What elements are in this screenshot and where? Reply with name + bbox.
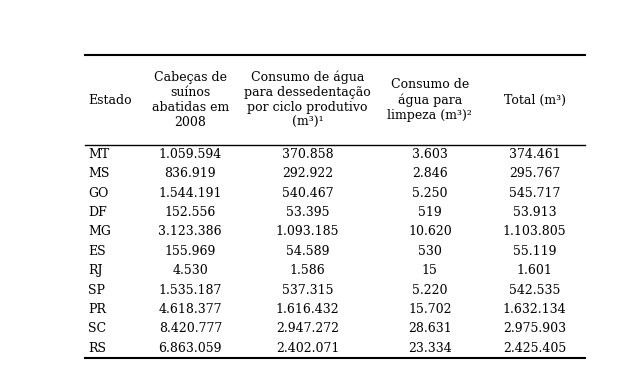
Text: 295.767: 295.767 — [509, 167, 560, 180]
Text: Estado: Estado — [88, 94, 131, 106]
Text: 53.395: 53.395 — [286, 206, 329, 219]
Text: 292.922: 292.922 — [282, 167, 333, 180]
Text: 15: 15 — [422, 264, 438, 277]
Text: 2.846: 2.846 — [412, 167, 448, 180]
Text: GO: GO — [88, 187, 108, 200]
Text: DF: DF — [88, 206, 107, 219]
Text: 537.315: 537.315 — [282, 284, 334, 296]
Text: 53.913: 53.913 — [513, 206, 556, 219]
Text: ES: ES — [88, 245, 106, 258]
Text: 2.425.405: 2.425.405 — [503, 342, 566, 354]
Text: PR: PR — [88, 303, 106, 316]
Text: Consumo de
água para
limpeza (m³)²: Consumo de água para limpeza (m³)² — [388, 78, 472, 122]
Text: MS: MS — [88, 167, 109, 180]
Text: 1.632.134: 1.632.134 — [503, 303, 567, 316]
Text: RS: RS — [88, 342, 106, 354]
Text: 2.975.903: 2.975.903 — [503, 322, 566, 335]
Text: 5.250: 5.250 — [412, 187, 448, 200]
Text: 519: 519 — [418, 206, 442, 219]
Text: 6.863.059: 6.863.059 — [158, 342, 222, 354]
Text: 2.947.272: 2.947.272 — [276, 322, 339, 335]
Text: Consumo de água
para dessedentação
por ciclo produtivo
(m³)¹: Consumo de água para dessedentação por c… — [244, 71, 371, 129]
Text: 5.220: 5.220 — [412, 284, 448, 296]
Text: 1.093.185: 1.093.185 — [276, 226, 339, 238]
Text: 3.123.386: 3.123.386 — [158, 226, 222, 238]
Text: 1.601: 1.601 — [516, 264, 553, 277]
Text: 1.544.191: 1.544.191 — [158, 187, 222, 200]
Text: 55.119: 55.119 — [513, 245, 556, 258]
Text: 530: 530 — [418, 245, 442, 258]
Text: 23.334: 23.334 — [408, 342, 451, 354]
Text: 8.420.777: 8.420.777 — [158, 322, 222, 335]
Text: 3.603: 3.603 — [412, 148, 448, 161]
Text: 4.618.377: 4.618.377 — [158, 303, 222, 316]
Text: MT: MT — [88, 148, 109, 161]
Text: Cabeças de
suínos
abatidas em
2008: Cabeças de suínos abatidas em 2008 — [152, 71, 229, 129]
Text: 1.586: 1.586 — [290, 264, 325, 277]
Text: 15.702: 15.702 — [408, 303, 451, 316]
Text: 370.858: 370.858 — [282, 148, 334, 161]
Text: 545.717: 545.717 — [509, 187, 560, 200]
Text: 1.616.432: 1.616.432 — [276, 303, 339, 316]
Text: 10.620: 10.620 — [408, 226, 451, 238]
Text: 374.461: 374.461 — [509, 148, 560, 161]
Text: 542.535: 542.535 — [509, 284, 560, 296]
Text: SC: SC — [88, 322, 106, 335]
Text: 1.059.594: 1.059.594 — [158, 148, 222, 161]
Text: 152.556: 152.556 — [165, 206, 216, 219]
Text: 4.530: 4.530 — [173, 264, 208, 277]
Text: 2.402.071: 2.402.071 — [276, 342, 339, 354]
Text: 540.467: 540.467 — [282, 187, 334, 200]
Text: 1.103.805: 1.103.805 — [503, 226, 567, 238]
Text: 836.919: 836.919 — [164, 167, 216, 180]
Text: SP: SP — [88, 284, 105, 296]
Text: 54.589: 54.589 — [286, 245, 329, 258]
Text: Total (m³): Total (m³) — [504, 94, 565, 106]
Text: MG: MG — [88, 226, 111, 238]
Text: 155.969: 155.969 — [165, 245, 216, 258]
Text: 1.535.187: 1.535.187 — [158, 284, 222, 296]
Text: 28.631: 28.631 — [408, 322, 451, 335]
Text: RJ: RJ — [88, 264, 102, 277]
